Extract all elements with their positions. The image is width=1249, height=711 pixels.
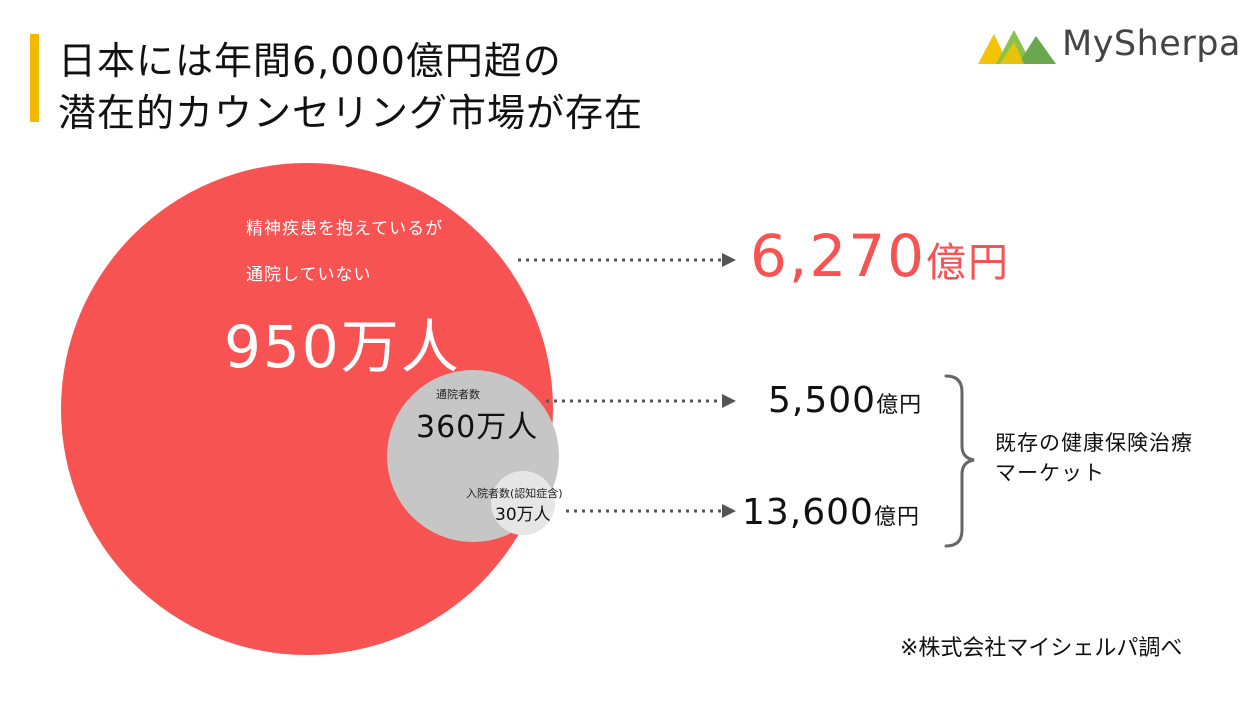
inner-value: 30万人	[495, 505, 551, 525]
existing-market-label-line-1: 既存の健康保険治療	[995, 431, 1193, 455]
potential-market-value: 6,270億円	[750, 222, 1010, 290]
mountain-logo-icon	[978, 30, 1056, 64]
outer-desc-line-1: 精神疾患を抱えているが	[246, 219, 444, 239]
potential-number: 6,270	[750, 222, 927, 290]
outpatient-number: 5,500	[768, 380, 877, 421]
inpatient-number: 13,600	[742, 492, 874, 533]
inner-desc: 入院者数(認知症含)	[466, 487, 563, 500]
market-bracket	[944, 374, 975, 548]
brand-name: MySherpa	[1062, 24, 1241, 64]
middle-value: 360万人	[416, 410, 539, 445]
outer-value: 950万人	[224, 313, 461, 381]
arrowhead-inpatient	[722, 504, 736, 518]
arrowhead-potential	[722, 253, 736, 267]
page-title-line-1: 日本には年間6,000億円超の	[58, 39, 562, 83]
brand-logo: MySherpa	[978, 24, 1241, 68]
existing-market-label: 既存の健康保険治療 マーケット	[995, 428, 1193, 488]
potential-unit: 億円	[926, 240, 1011, 286]
outpatient-unit: 億円	[876, 393, 923, 418]
inpatient-market-value: 13,600億円	[742, 492, 920, 533]
outer-desc-line-2: 通院していない	[246, 265, 372, 285]
source-footnote: ※株式会社マイシェルパ調べ	[900, 636, 1183, 661]
inpatient-unit: 億円	[873, 505, 920, 530]
page-title-line-2: 潜在的カウンセリング市場が存在	[58, 91, 644, 135]
existing-market-label-line-2: マーケット	[995, 461, 1105, 485]
middle-desc: 通院者数	[436, 388, 480, 401]
inner-circle-inpatients	[491, 471, 555, 535]
arrowhead-outpatient	[722, 394, 736, 408]
title-accent-bar	[30, 34, 39, 122]
outpatient-market-value: 5,500億円	[768, 380, 922, 421]
